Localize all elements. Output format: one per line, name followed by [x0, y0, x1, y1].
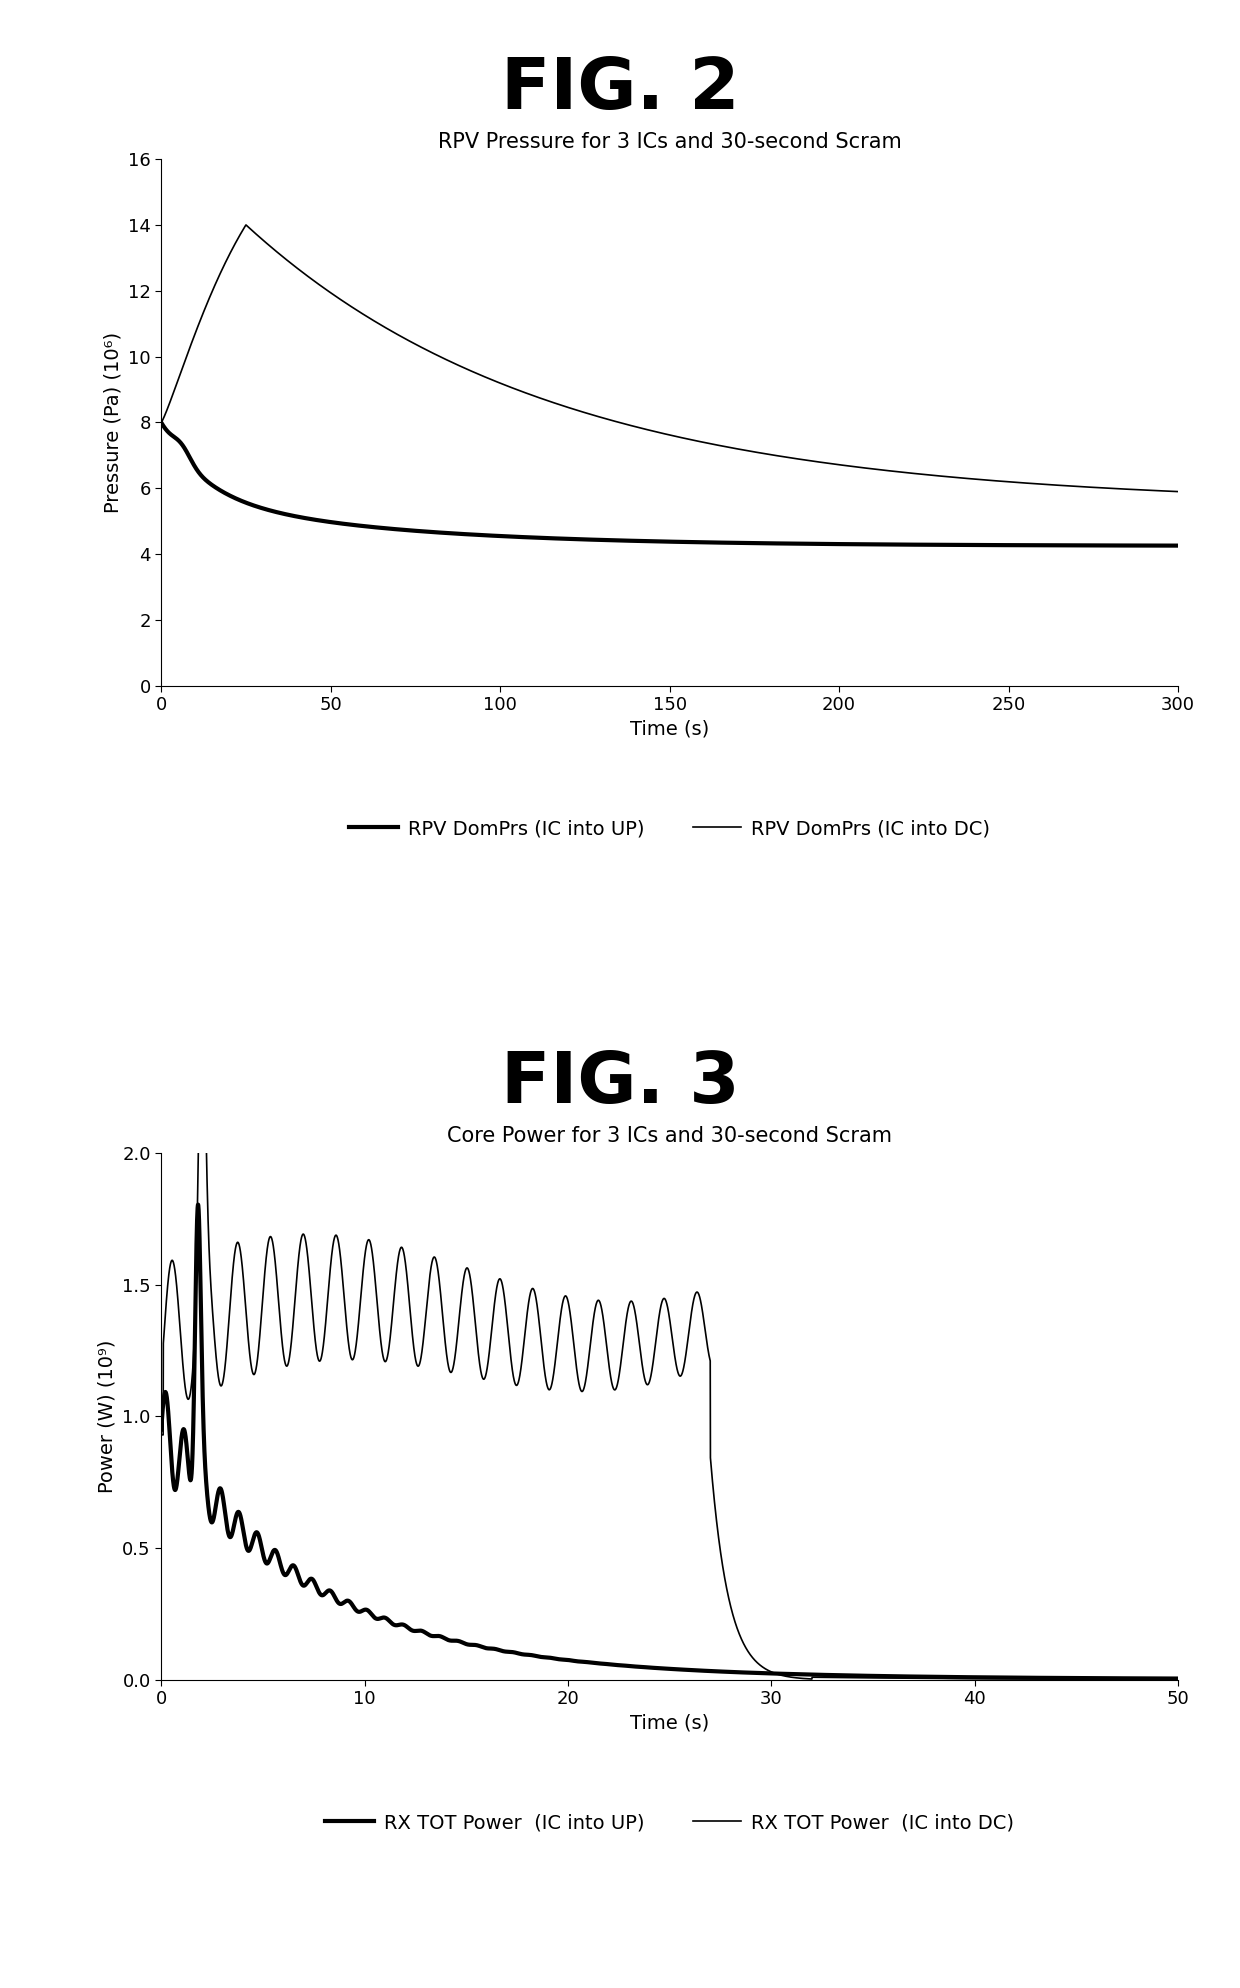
- Legend: RPV DomPrs (IC into UP), RPV DomPrs (IC into DC): RPV DomPrs (IC into UP), RPV DomPrs (IC …: [341, 811, 998, 847]
- X-axis label: Time (s): Time (s): [630, 720, 709, 740]
- X-axis label: Time (s): Time (s): [630, 1714, 709, 1734]
- Y-axis label: Power (W) (10⁹): Power (W) (10⁹): [98, 1340, 117, 1493]
- Title: RPV Pressure for 3 ICs and 30-second Scram: RPV Pressure for 3 ICs and 30-second Scr…: [438, 131, 901, 151]
- Legend: RX TOT Power  (IC into UP), RX TOT Power  (IC into DC): RX TOT Power (IC into UP), RX TOT Power …: [317, 1805, 1022, 1841]
- Title: Core Power for 3 ICs and 30-second Scram: Core Power for 3 ICs and 30-second Scram: [448, 1125, 892, 1145]
- Text: FIG. 3: FIG. 3: [501, 1050, 739, 1117]
- Y-axis label: Pressure (Pa) (10⁶): Pressure (Pa) (10⁶): [103, 332, 123, 513]
- Text: FIG. 2: FIG. 2: [501, 56, 739, 123]
